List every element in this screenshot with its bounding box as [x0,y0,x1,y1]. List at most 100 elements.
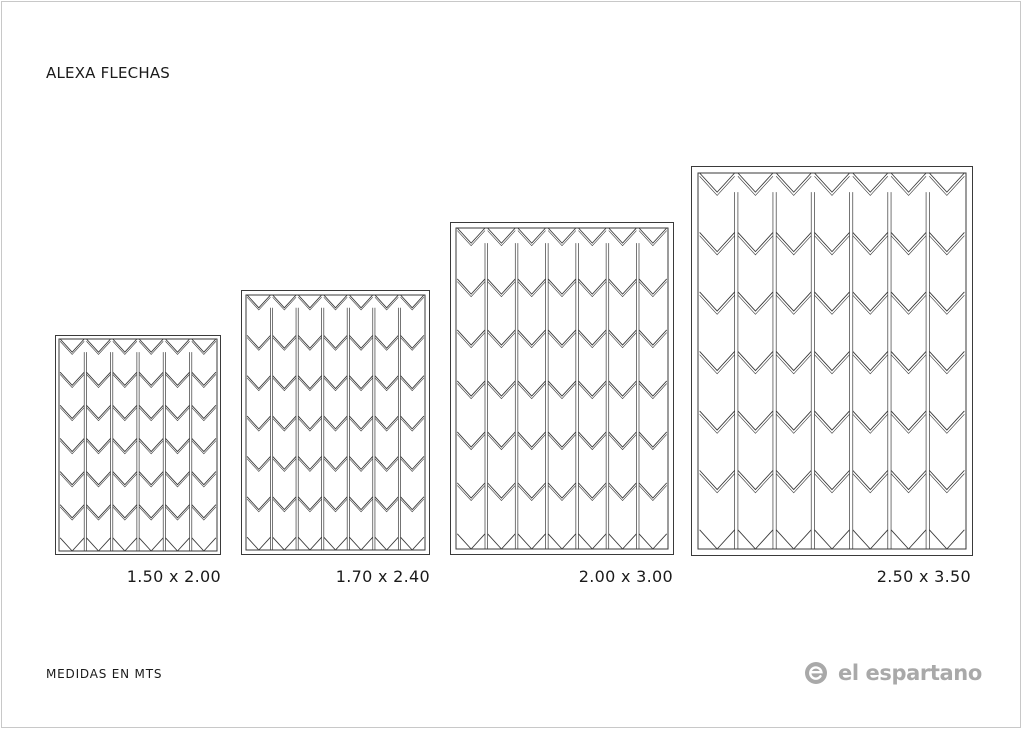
chevron-mark [487,380,516,397]
chevron-mark-inner [457,383,486,400]
chevron-mark [400,375,425,390]
chevron-mark [638,533,668,550]
chevron-mark-inner [852,176,889,196]
chevron-mark-inner [737,473,774,494]
chevron-mark-inner [165,341,190,355]
chevron-mark-inner [775,295,812,315]
chevron-mark-inner [400,498,425,513]
chevron-mark-inner [349,458,373,472]
chevron-mark [59,537,85,552]
chevron-mark [86,537,111,552]
chevron-mark [165,471,190,486]
chevron-mark [547,533,577,550]
chevron-mark [852,410,889,431]
chevron-mark [349,536,374,551]
chevron-mark-inner [349,337,373,351]
chevron-mark-inner [298,296,322,311]
chevron-mark [929,232,965,253]
chevron-mark [191,471,217,486]
chevron-mark-inner [929,176,965,196]
chevron-mark-inner [272,296,297,311]
chevron-mark [349,375,374,390]
chevron-mark [246,456,271,470]
chevron-mark [191,537,217,552]
chevron-mark [775,470,812,491]
chevron-mark [191,438,217,453]
chevron-mark [400,536,425,551]
chevron-mark-inner [547,230,577,247]
chevron-mark [578,533,607,550]
chevron-mark-inner [400,337,425,351]
chevron-mark-inner [699,295,735,315]
chevron-mark [323,335,348,349]
chevron-mark [349,415,374,430]
chevron-mark [578,431,607,448]
chevron-mark [487,482,516,499]
chevron-mark-inner [400,458,425,472]
chevron-mark-inner [86,440,111,455]
chevron-mark [349,496,374,511]
chevron-mark-inner [191,440,217,455]
chevron-mark [737,232,774,253]
chevron-mark-inner [323,377,348,392]
chevron-mark-inner [138,473,164,488]
chevron-mark [608,482,637,499]
chevron-mark-inner [246,458,271,472]
chevron-mark [517,482,546,499]
chevron-mark [59,504,85,519]
chevron-mark [191,371,217,386]
chevron-mark-inner [323,418,348,432]
chevron-mark [890,291,927,312]
chevron-mark-inner [547,332,577,349]
chevron-mark [517,431,546,448]
chevron-mark [165,504,190,519]
chevron-mark [138,537,164,552]
panel-3-pattern [450,222,674,555]
chevron-mark-inner [814,295,850,315]
chevron-mark-inner [890,413,927,434]
chevron-mark-inner [547,485,577,502]
chevron-mark-inner [457,332,486,349]
chevron-mark [638,227,668,244]
chevron-mark-inner [737,354,774,375]
chevron-mark [349,294,374,309]
panel-1-pattern [55,335,221,555]
chevron-mark [517,329,546,346]
chevron-mark [814,470,850,491]
panel-4-pattern [691,166,973,556]
chevron-mark [699,529,735,550]
chevron-mark-inner [349,296,373,311]
chevron-mark [456,329,486,346]
chevron-mark-inner [852,413,889,434]
chevron-mark-inner [578,434,607,451]
chevron-mark [59,438,85,453]
chevron-mark-inner [86,341,111,355]
chevron-mark-inner [323,498,348,513]
chevron-mark-inner [517,383,546,400]
chevron-mark [638,329,668,346]
size-label-1: 1.50 x 2.00 [126,567,221,586]
chevron-mark [86,471,111,486]
chevron-mark [246,496,271,511]
chevron-mark [86,371,111,386]
chevron-mark [456,482,486,499]
chevron-mark [374,496,399,511]
chevron-mark [400,496,425,511]
chevron-mark [578,380,607,397]
chevron-mark-inner [86,407,111,422]
chevron-mark [86,338,111,353]
chevron-mark [487,278,516,295]
chevron-mark [547,329,577,346]
chevron-mark [608,227,637,244]
brand-name: el espartano [838,661,982,685]
chevron-mark-inner [699,473,735,494]
chevron-mark [890,470,927,491]
chevron-mark-inner [890,295,927,315]
chevron-mark-inner [165,407,190,422]
chevron-mark-inner [608,485,637,502]
chevron-mark [246,536,271,551]
chevron-mark [138,404,164,420]
chevron-mark [578,278,607,295]
chevron-mark [487,533,516,550]
